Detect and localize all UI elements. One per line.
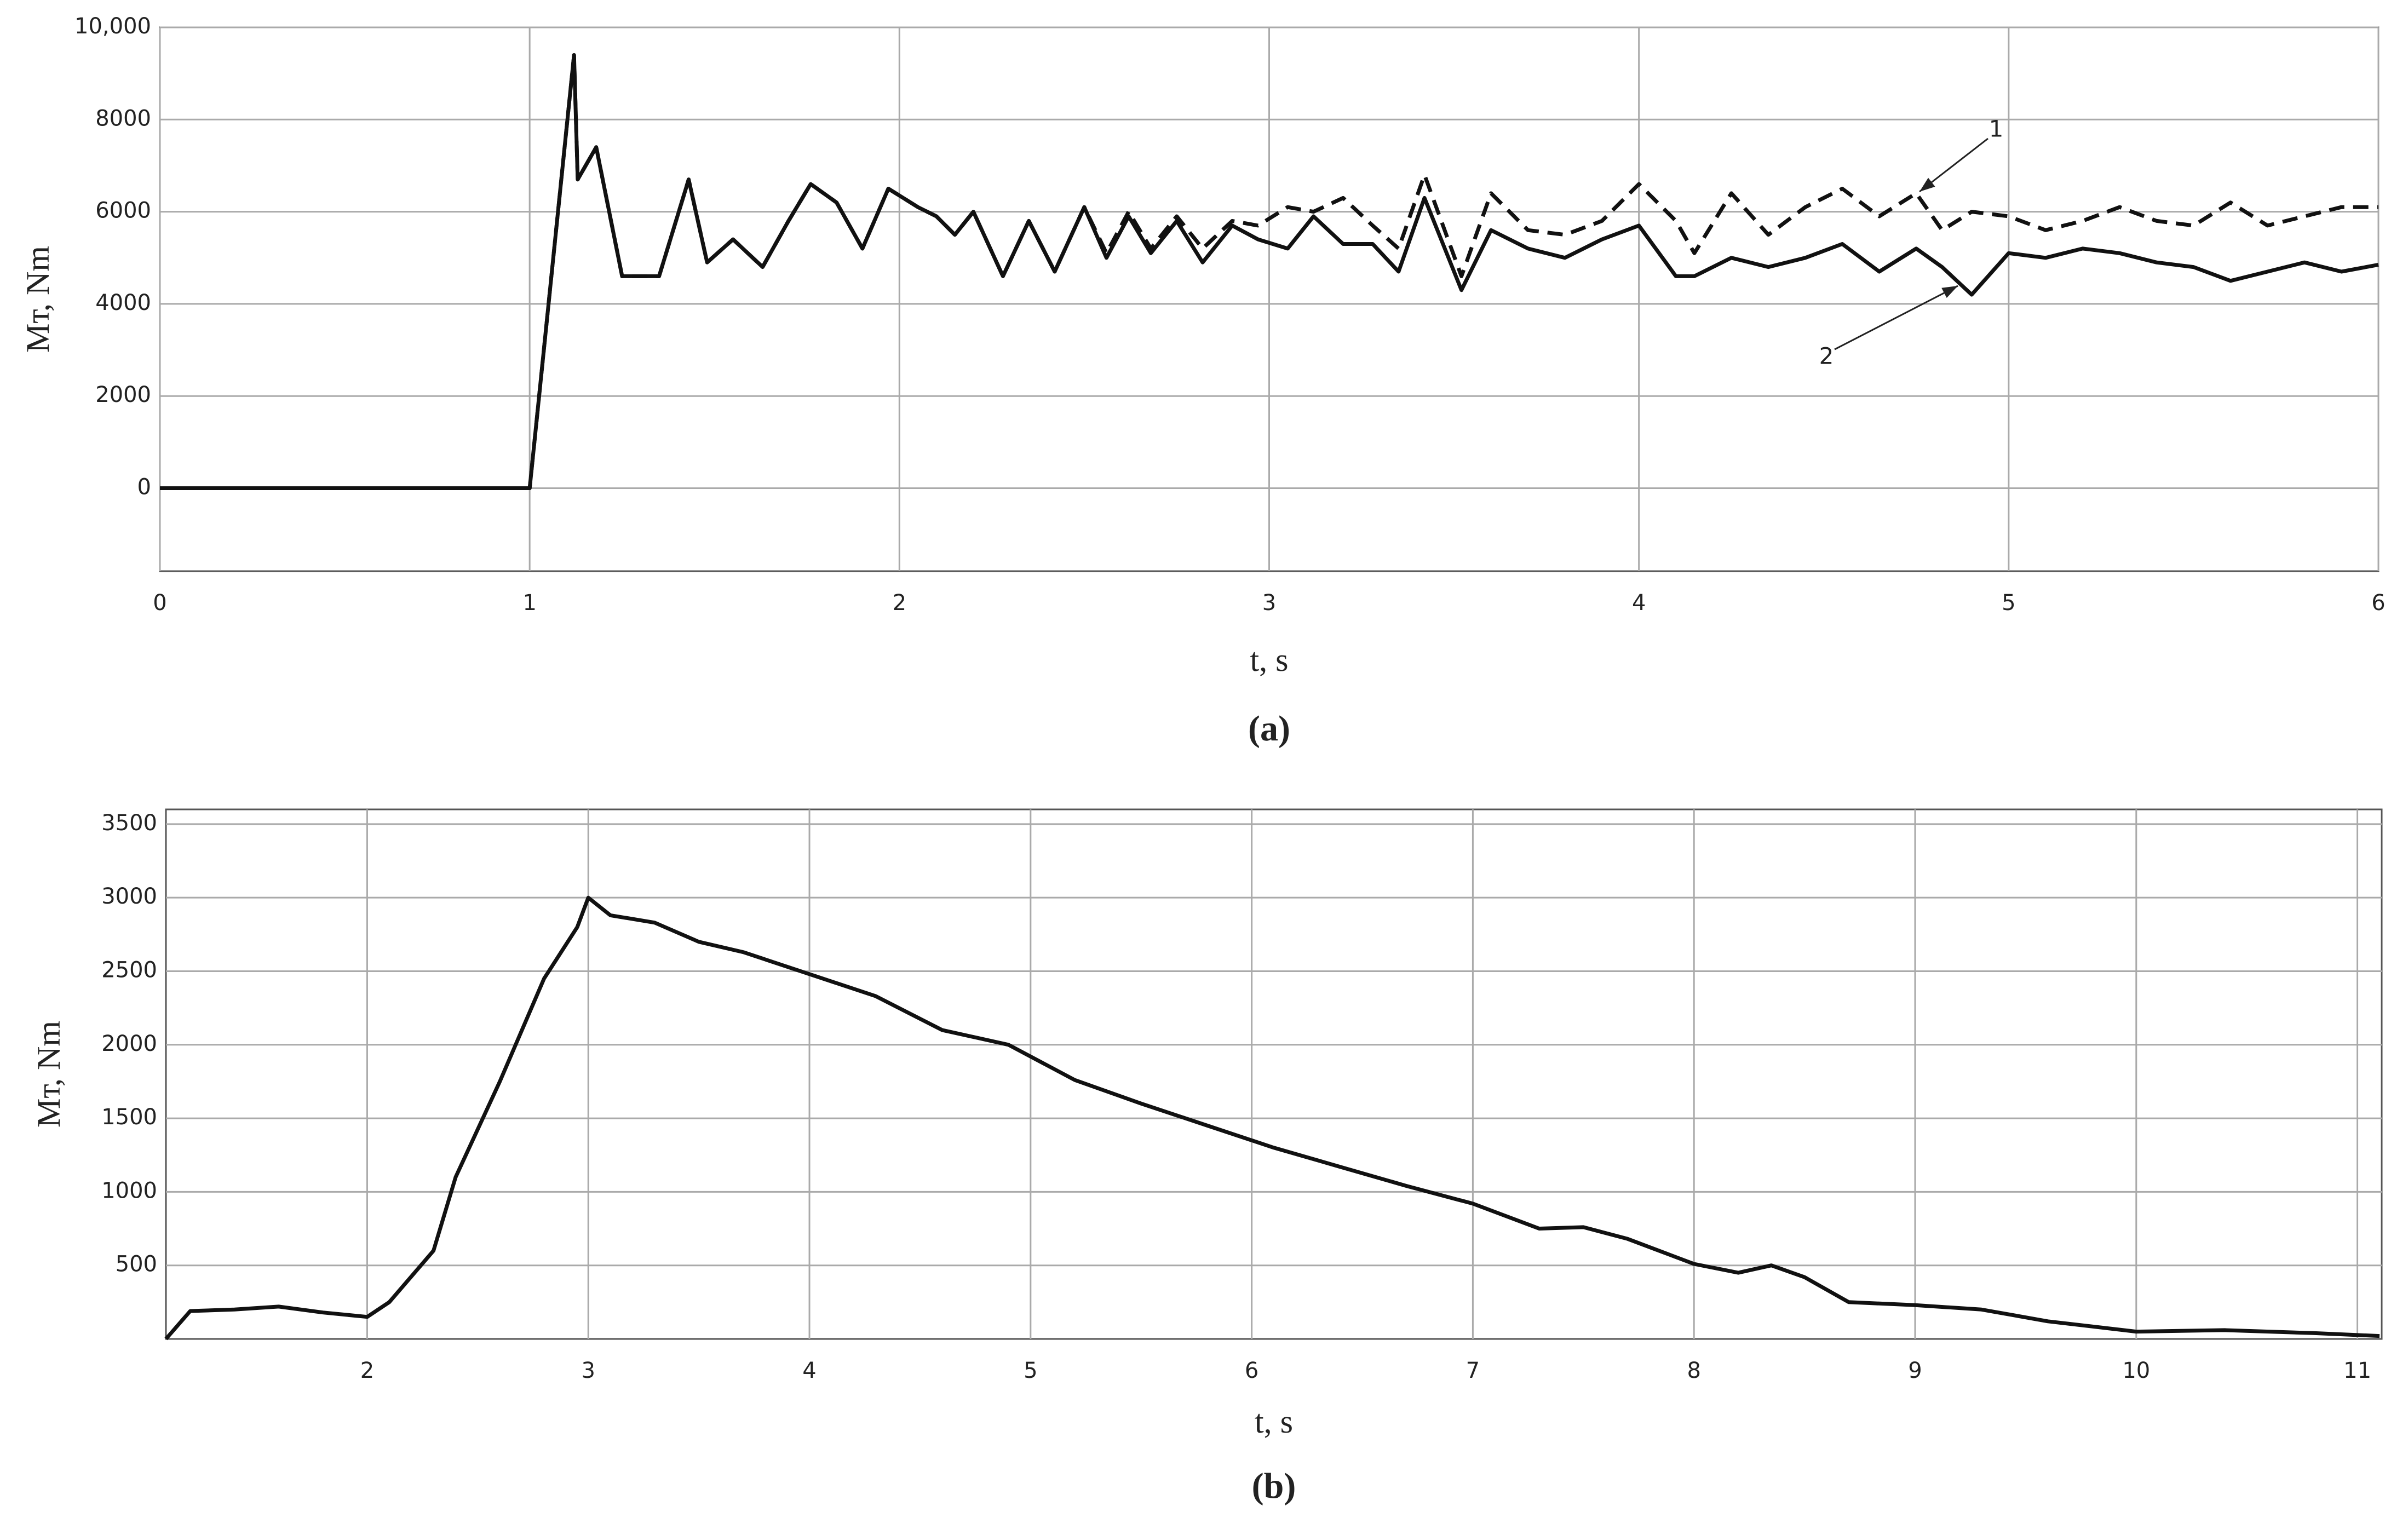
x-tick-label: 4 <box>802 1358 816 1383</box>
arrow-head <box>1941 286 1958 298</box>
y-tick-label: 2000 <box>101 1031 157 1056</box>
caption: (b) <box>1252 1466 1296 1506</box>
y-tick-label: 3000 <box>101 884 157 909</box>
x-tick-label: 3 <box>1262 590 1276 616</box>
arrow-head <box>1919 177 1935 192</box>
y-tick-label: 0 <box>137 475 151 500</box>
y-axis-label: Mт, Nm <box>31 1021 67 1128</box>
x-tick-label: 1 <box>522 590 536 616</box>
x-tick-label: 5 <box>1024 1358 1037 1383</box>
x-tick-label: 5 <box>2002 590 2015 616</box>
x-tick-label: 8 <box>1687 1358 1700 1383</box>
x-tick-label: 3 <box>582 1358 595 1383</box>
series-line <box>160 53 2379 490</box>
caption: (a) <box>1248 709 1290 749</box>
x-tick-label: 4 <box>1632 590 1646 616</box>
y-tick-label: 8000 <box>95 106 151 131</box>
annotation-arrow <box>1834 285 1958 350</box>
x-tick-label: 2 <box>360 1358 374 1383</box>
x-tick-label: 0 <box>153 590 166 616</box>
series-annotation: 2 <box>1819 343 1834 370</box>
y-tick-label: 1500 <box>101 1105 157 1130</box>
plot-area <box>165 808 2383 1340</box>
series-line <box>164 895 2380 1341</box>
y-tick-label: 6000 <box>95 198 151 223</box>
y-tick-label: 2000 <box>95 382 151 407</box>
y-tick-label: 2500 <box>101 957 157 982</box>
x-tick-label: 11 <box>2343 1358 2371 1383</box>
y-tick-label: 10,000 <box>74 14 151 39</box>
x-axis-label: t, s <box>1250 642 1288 678</box>
x-tick-label: 2 <box>893 590 906 616</box>
x-tick-label: 10 <box>2122 1358 2150 1383</box>
x-tick-label: 6 <box>1245 1358 1258 1383</box>
series-annotation: 1 <box>1989 116 2004 142</box>
y-tick-label: 1000 <box>101 1178 157 1203</box>
x-axis-label: t, s <box>1255 1404 1293 1440</box>
y-tick-label: 4000 <box>95 290 151 315</box>
y-axis-label: Mт, Nm <box>20 246 56 353</box>
y-tick-label: 500 <box>116 1252 157 1277</box>
y-tick-label: 3500 <box>101 810 157 836</box>
x-tick-label: 6 <box>2371 590 2385 616</box>
x-tick-label: 9 <box>1908 1358 1922 1383</box>
x-tick-label: 7 <box>1466 1358 1480 1383</box>
